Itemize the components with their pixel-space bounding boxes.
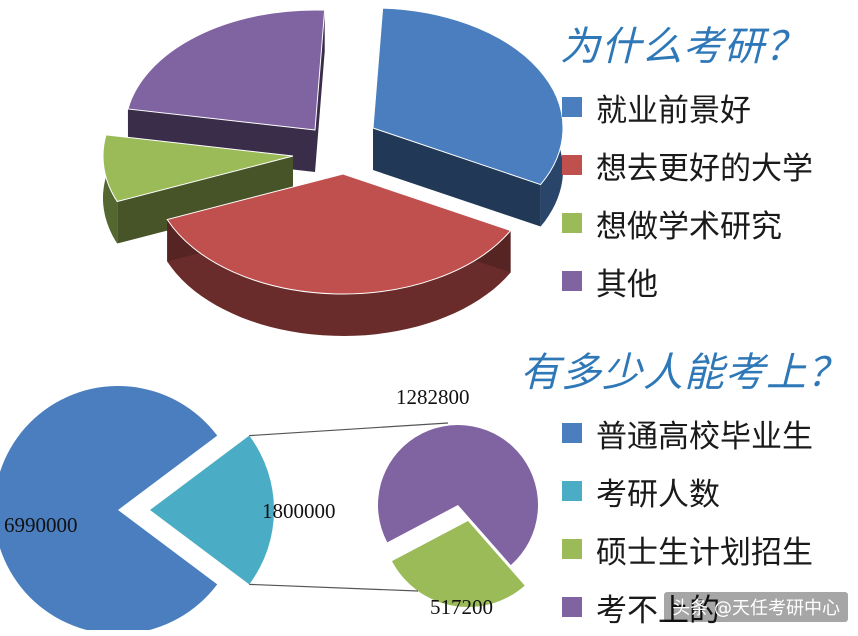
- legend-swatch: [562, 213, 582, 233]
- legend-item: 普通高校毕业生: [562, 404, 813, 462]
- legend-item: 就业前景好: [562, 78, 813, 136]
- legend-swatch: [562, 423, 582, 443]
- pie-slice: [372, 7, 564, 186]
- main-pie-slice: [150, 435, 275, 585]
- legend-swatch: [562, 155, 582, 175]
- watermark: 头条 @天任考研中心: [664, 592, 848, 622]
- top-chart-title: 为什么考研？: [560, 24, 806, 70]
- bottom-chart-title: 有多少人能考上？: [520, 350, 848, 396]
- connector-line: [249, 422, 449, 437]
- legend-swatch: [562, 597, 582, 617]
- data-label: 517200: [430, 595, 493, 619]
- pie-slice: [127, 9, 326, 131]
- legend-label: 硕士生计划招生: [596, 534, 813, 571]
- secondary-pie-slice: [391, 521, 525, 607]
- legend-label: 考研人数: [596, 476, 720, 513]
- pie-slice: [166, 173, 512, 295]
- pie-slice: [102, 134, 294, 203]
- legend-label: 想做学术研究: [596, 208, 782, 245]
- legend-label: 想去更好的大学: [596, 150, 813, 187]
- legend-item: 考研人数: [562, 462, 813, 520]
- legend-item: 硕士生计划招生: [562, 520, 813, 578]
- legend-swatch: [562, 97, 582, 117]
- legend-swatch: [562, 539, 582, 559]
- data-label: 6990000: [4, 513, 78, 537]
- legend-item: 考不上的: [562, 578, 813, 636]
- connector-line: [249, 583, 419, 592]
- data-label: 1282800: [396, 385, 470, 409]
- legend-label: 普通高校毕业生: [596, 418, 813, 455]
- legend-swatch: [562, 481, 582, 501]
- legend-item: 想做学术研究: [562, 194, 813, 252]
- secondary-pie-slice: [378, 424, 538, 566]
- legend-label: 其他: [596, 266, 658, 303]
- legend-label: 考不上的: [596, 592, 720, 629]
- legend-label: 就业前景好: [596, 92, 751, 129]
- pie-slice-edge: [315, 10, 325, 172]
- legend-item: 想去更好的大学: [562, 136, 813, 194]
- pie-slice-edge: [373, 128, 541, 227]
- legend-item: 其他: [562, 252, 813, 310]
- bottom-chart-legend: 普通高校毕业生 考研人数硕士生计划招生 考不上的: [562, 404, 813, 636]
- data-label: 1800000: [262, 499, 336, 523]
- pie-slice-wall: [167, 219, 511, 336]
- top-chart-legend: 就业前景好想去更好的大学 想做学术研究 其他: [562, 78, 813, 310]
- main-pie-slice: [0, 386, 218, 630]
- legend-swatch: [562, 271, 582, 291]
